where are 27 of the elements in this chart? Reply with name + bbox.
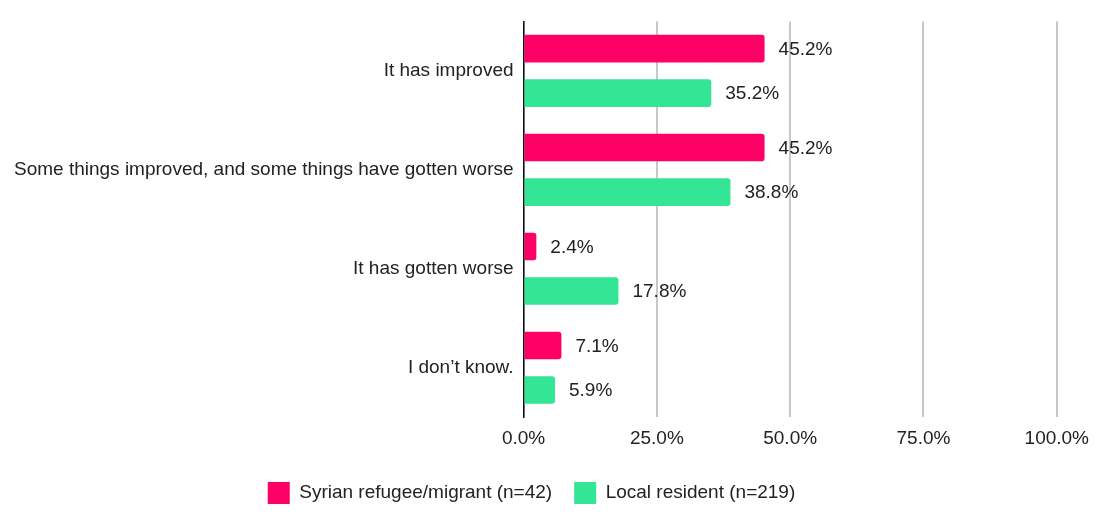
y-tick-label: I don’t know.	[407, 355, 514, 377]
bar	[524, 133, 765, 162]
x-tick-label: 50.0%	[763, 426, 818, 448]
x-tick-label: 100.0%	[1024, 426, 1090, 448]
data-label: 5.9%	[569, 379, 613, 401]
data-label: 45.2%	[778, 136, 833, 158]
bar	[524, 331, 562, 360]
legend-label: Syrian refugee/migrant (n=42)	[299, 481, 553, 503]
bar	[524, 34, 765, 63]
x-tick-label: 25.0%	[629, 426, 684, 448]
data-label: 7.1%	[575, 334, 619, 356]
y-tick-label: It has gotten worse	[353, 257, 514, 279]
data-label: 45.2%	[778, 37, 833, 59]
data-label: 17.8%	[632, 280, 687, 302]
x-tick-label: 0.0%	[501, 426, 546, 448]
y-tick-label: It has improved	[383, 59, 514, 81]
y-tick-label: Some things improved, and some things have gotten worse	[13, 158, 514, 180]
x-tick-label: 75.0%	[896, 426, 951, 448]
data-label: 38.8%	[744, 181, 799, 203]
data-label: 35.2%	[725, 82, 780, 104]
bar	[524, 178, 731, 206]
bar	[524, 79, 712, 107]
bar	[524, 232, 537, 261]
legend-label: Local resident (n=219)	[605, 481, 796, 503]
data-label: 2.4%	[550, 235, 594, 257]
bar	[524, 277, 619, 305]
bar	[524, 376, 556, 404]
